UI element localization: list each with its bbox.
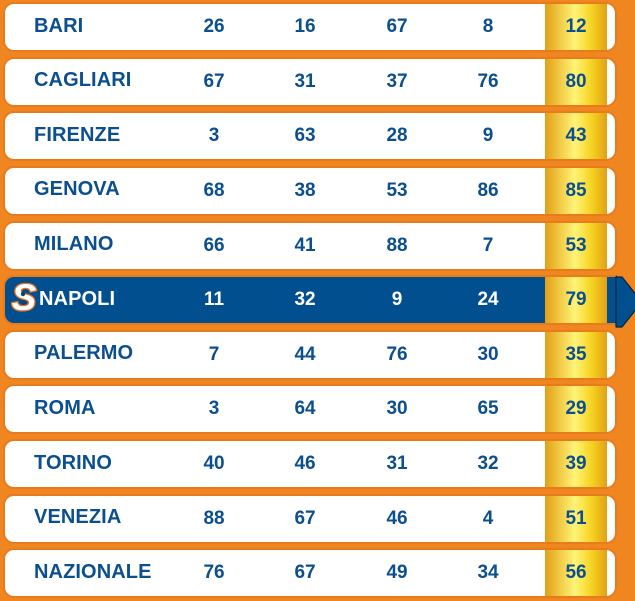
svg-text:S: S bbox=[12, 280, 37, 318]
